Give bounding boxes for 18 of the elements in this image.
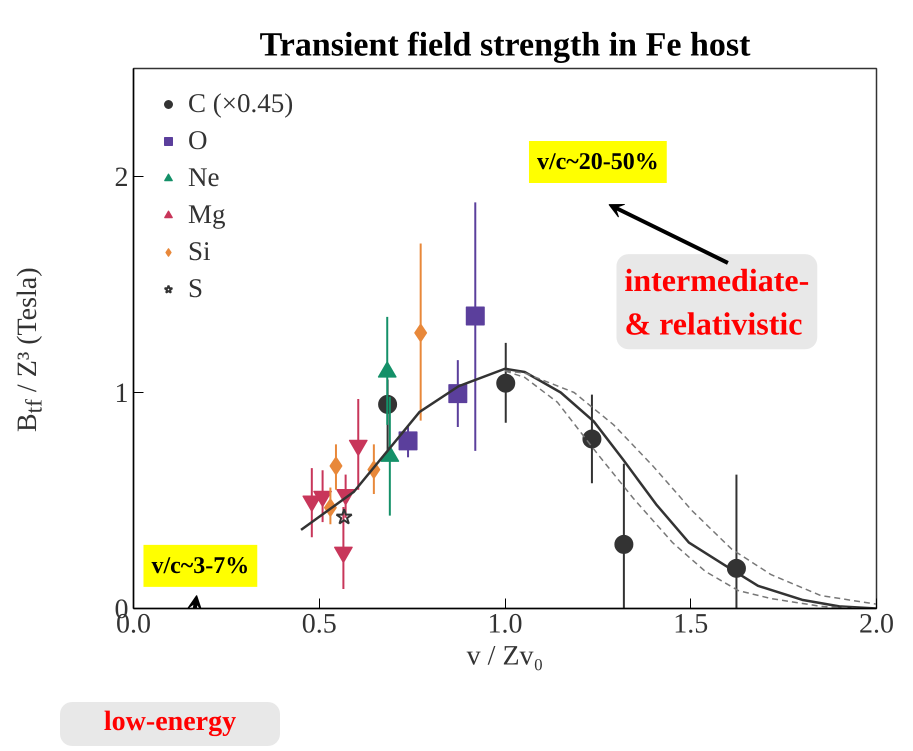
y-tick-label: 1 [114,378,128,409]
legend-label: Mg [188,199,226,230]
y-tick-label: 2 [114,162,128,193]
chart-title: Transient field strength in Fe host [260,26,752,64]
x-tick-label: 1.0 [488,608,522,640]
x-tick-label: 0.5 [302,608,337,640]
legend-label: O [188,125,208,156]
legend-label: S [188,273,204,304]
annotation: v/c~3-7% [151,552,250,579]
annotation: intermediate- & relativistic [624,262,810,342]
legend-label: Ne [188,162,220,193]
x-tick-label: 2.0 [859,608,894,640]
annotation: v/c~20-50% [536,148,659,175]
x-axis-title: v / Zv₀ [466,640,544,672]
text: low-energy [104,705,236,739]
legend-label: C (×0.45) [188,88,294,119]
legend-label: Si [188,236,211,267]
x-tick-label: 1.5 [673,608,708,640]
